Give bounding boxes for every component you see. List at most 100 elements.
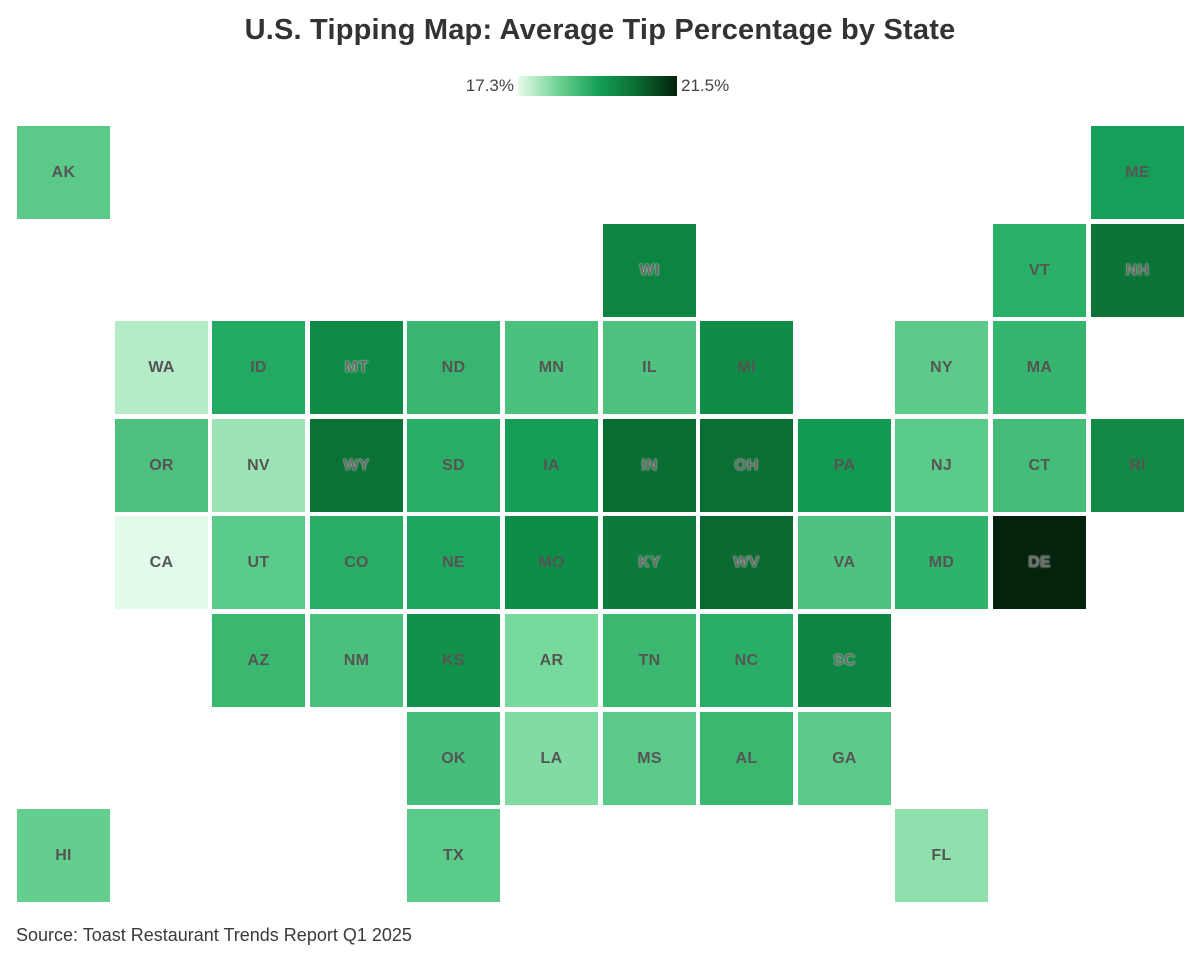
state-label: RI — [1129, 456, 1146, 474]
state-tile-nc[interactable]: NC — [700, 614, 793, 707]
state-label: UT — [247, 553, 270, 571]
state-label: NC — [734, 651, 759, 669]
state-tile-co[interactable]: CO — [310, 516, 403, 609]
state-tile-in[interactable]: IN — [603, 419, 696, 512]
state-tile-wv[interactable]: WV — [700, 516, 793, 609]
state-tile-mo[interactable]: MO — [505, 516, 598, 609]
state-label: DE — [1028, 553, 1051, 571]
state-tile-de[interactable]: DE — [993, 516, 1086, 609]
state-label: KS — [442, 651, 465, 669]
state-tile-mn[interactable]: MN — [505, 321, 598, 414]
state-tile-ar[interactable]: AR — [505, 614, 598, 707]
state-tile-ri[interactable]: RI — [1091, 419, 1184, 512]
state-label: CO — [344, 553, 369, 571]
state-tile-ny[interactable]: NY — [895, 321, 988, 414]
state-label: NE — [442, 553, 465, 571]
state-label: HI — [55, 846, 72, 864]
state-tile-ia[interactable]: IA — [505, 419, 598, 512]
state-label: AZ — [247, 651, 270, 669]
state-tile-wy[interactable]: WY — [310, 419, 403, 512]
state-tile-la[interactable]: LA — [505, 712, 598, 805]
state-label: AK — [51, 163, 76, 181]
state-tile-ok[interactable]: OK — [407, 712, 500, 805]
state-label: LA — [540, 749, 563, 767]
color-legend: 17.3% 21.5% — [0, 74, 1200, 98]
state-label: NY — [930, 358, 953, 376]
state-tile-pa[interactable]: PA — [798, 419, 891, 512]
state-tile-sc[interactable]: SC — [798, 614, 891, 707]
state-label: VT — [1028, 261, 1051, 279]
state-tile-id[interactable]: ID — [212, 321, 305, 414]
state-label: NH — [1125, 261, 1150, 279]
state-tile-ga[interactable]: GA — [798, 712, 891, 805]
state-tile-sd[interactable]: SD — [407, 419, 500, 512]
state-tile-me[interactable]: ME — [1091, 126, 1184, 219]
state-label: PA — [833, 456, 856, 474]
state-label: WI — [639, 261, 660, 279]
state-tile-tx[interactable]: TX — [407, 809, 500, 902]
state-tile-ak[interactable]: AK — [17, 126, 110, 219]
state-label: IA — [543, 456, 560, 474]
state-label: ND — [441, 358, 466, 376]
state-label: MO — [538, 553, 565, 571]
state-tile-or[interactable]: OR — [115, 419, 208, 512]
state-tile-fl[interactable]: FL — [895, 809, 988, 902]
state-tile-wa[interactable]: WA — [115, 321, 208, 414]
state-tile-nj[interactable]: NJ — [895, 419, 988, 512]
state-label: WA — [148, 358, 175, 376]
state-tile-nd[interactable]: ND — [407, 321, 500, 414]
state-label: ID — [250, 358, 267, 376]
state-label: ME — [1125, 163, 1150, 181]
state-label: NJ — [930, 456, 953, 474]
state-tile-tn[interactable]: TN — [603, 614, 696, 707]
state-label: FL — [931, 846, 952, 864]
state-label: AL — [735, 749, 758, 767]
state-tile-mt[interactable]: MT — [310, 321, 403, 414]
state-label: MI — [737, 358, 756, 376]
state-tile-ut[interactable]: UT — [212, 516, 305, 609]
state-label: KY — [638, 553, 661, 571]
state-tile-ma[interactable]: MA — [993, 321, 1086, 414]
state-label: OR — [149, 456, 174, 474]
state-tile-oh[interactable]: OH — [700, 419, 793, 512]
state-label: IL — [642, 358, 657, 376]
state-label: CT — [1028, 456, 1051, 474]
state-label: MD — [928, 553, 955, 571]
legend-max-label: 21.5% — [681, 76, 730, 95]
state-tile-ky[interactable]: KY — [603, 516, 696, 609]
state-tile-ca[interactable]: CA — [115, 516, 208, 609]
state-tile-md[interactable]: MD — [895, 516, 988, 609]
state-tile-ne[interactable]: NE — [407, 516, 500, 609]
state-label: MT — [344, 358, 369, 376]
state-label: VA — [833, 553, 856, 571]
state-tile-ks[interactable]: KS — [407, 614, 500, 707]
source-note: Source: Toast Restaurant Trends Report Q… — [16, 925, 412, 945]
state-label: NV — [247, 456, 270, 474]
state-label: SC — [833, 651, 856, 669]
state-tile-wi[interactable]: WI — [603, 224, 696, 317]
state-label: NM — [343, 651, 370, 669]
state-tile-va[interactable]: VA — [798, 516, 891, 609]
state-tile-il[interactable]: IL — [603, 321, 696, 414]
state-label: MA — [1026, 358, 1053, 376]
state-label: TX — [442, 846, 465, 864]
state-tile-az[interactable]: AZ — [212, 614, 305, 707]
state-label: OH — [734, 456, 759, 474]
state-label: WV — [733, 553, 760, 571]
state-tile-ct[interactable]: CT — [993, 419, 1086, 512]
state-tile-nv[interactable]: NV — [212, 419, 305, 512]
state-label: MN — [538, 358, 565, 376]
state-tile-hi[interactable]: HI — [17, 809, 110, 902]
state-tile-nm[interactable]: NM — [310, 614, 403, 707]
state-tile-al[interactable]: AL — [700, 712, 793, 805]
state-tile-nh[interactable]: NH — [1091, 224, 1184, 317]
state-tile-ms[interactable]: MS — [603, 712, 696, 805]
state-label: MS — [637, 749, 662, 767]
state-label: OK — [441, 749, 466, 767]
state-label: GA — [832, 749, 857, 767]
state-tile-mi[interactable]: MI — [700, 321, 793, 414]
state-tile-vt[interactable]: VT — [993, 224, 1086, 317]
state-label: CA — [149, 553, 174, 571]
state-label: AR — [539, 651, 564, 669]
